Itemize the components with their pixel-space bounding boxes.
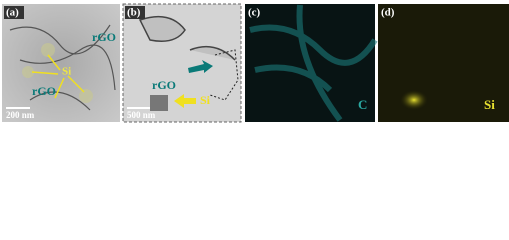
si-particle: [150, 95, 168, 111]
figure: (a) rGO Si rGO 200 nm (b) rGO Si 500 nm …: [2, 3, 509, 123]
panel-label: (d): [381, 7, 395, 19]
panel-d: (d) Si: [378, 4, 509, 122]
rgo-sheet: [138, 15, 236, 61]
rgo-outline: [209, 49, 239, 101]
annotation: rGO: [92, 30, 116, 44]
panel-label: (a): [6, 7, 19, 19]
element-label: C: [358, 97, 367, 112]
annotation: rGO: [32, 84, 56, 98]
panel-a: (a) rGO Si rGO 200 nm: [2, 4, 120, 122]
element-label: Si: [484, 97, 495, 112]
arrows: [31, 54, 85, 99]
si-particle: [41, 43, 55, 57]
silicon-signal: [400, 90, 428, 110]
annotation: rGO: [152, 78, 176, 92]
arrow: [188, 60, 213, 73]
carbon-signal: [249, 4, 378, 122]
label-box: [4, 6, 24, 19]
si-particle: [22, 66, 34, 78]
annotation: Si: [200, 93, 211, 107]
si-particle: [79, 89, 93, 103]
panel-c: (c) C: [245, 4, 378, 122]
scale-label: 200 nm: [6, 110, 35, 120]
tem-image: [2, 4, 120, 122]
panel-label: (b): [127, 7, 141, 19]
eds-map: [378, 4, 509, 122]
arrow: [174, 94, 196, 108]
rgo-sheet: [9, 24, 116, 111]
panel-label: (c): [248, 7, 261, 19]
panel-b: (b) rGO Si 500 nm: [122, 3, 242, 123]
scale-label: 500 nm: [127, 110, 156, 120]
panel-border: [122, 3, 242, 123]
annotation: Si: [62, 66, 71, 78]
label-box: [125, 6, 145, 19]
